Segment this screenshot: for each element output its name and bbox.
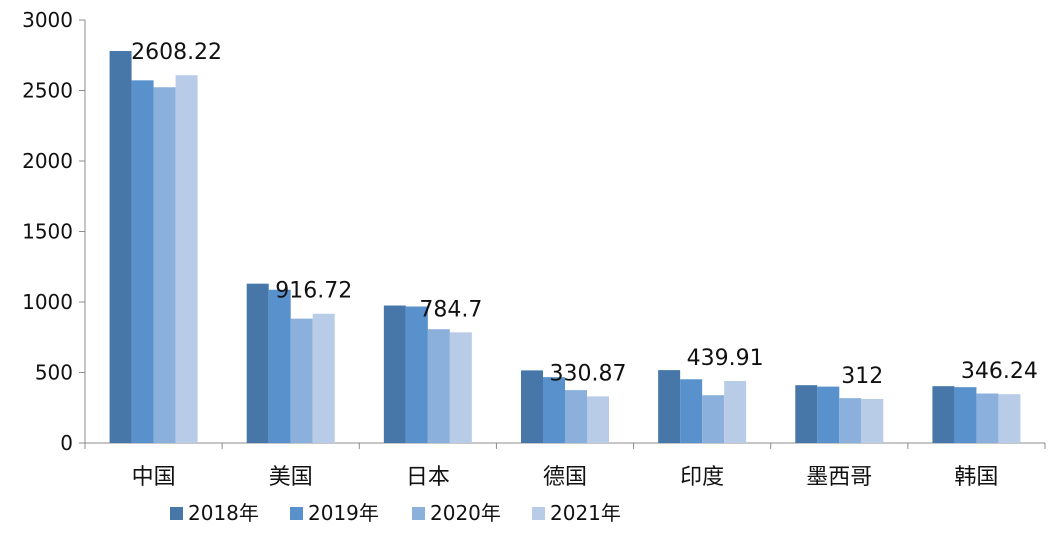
bar — [976, 393, 999, 443]
bar — [702, 395, 725, 443]
data-label: 312 — [841, 364, 883, 389]
bar — [817, 386, 840, 443]
x-category-label: 印度 — [680, 465, 724, 490]
bar — [795, 385, 818, 443]
y-tick-label: 0 — [60, 431, 73, 455]
x-category-label: 韩国 — [954, 465, 998, 490]
legend-swatch — [170, 507, 183, 520]
x-category-label: 德国 — [543, 465, 587, 490]
x-axis: 中国 美国 日本 德国 印度 墨西哥 韩国 — [84, 442, 1046, 490]
bars — [109, 51, 1021, 444]
bar — [153, 87, 176, 443]
bar — [861, 399, 884, 443]
data-label: 330.87 — [550, 361, 627, 386]
bar — [427, 329, 450, 443]
bar — [521, 370, 543, 443]
legend-label: 2020年 — [430, 501, 501, 525]
y-axis: 0 500 1000 1500 2000 2500 3000 — [22, 8, 86, 455]
data-label: 346.24 — [961, 359, 1038, 384]
data-label: 2608.22 — [131, 40, 222, 65]
legend-label: 2018年 — [188, 501, 259, 525]
bar — [543, 377, 565, 443]
bar — [246, 283, 269, 443]
y-tick-label: 1500 — [22, 220, 73, 244]
legend-swatch — [532, 507, 545, 520]
bar — [175, 75, 198, 444]
y-tick-label: 2000 — [22, 149, 73, 173]
y-tick-label: 500 — [35, 361, 73, 385]
y-tick-label: 2500 — [22, 79, 73, 103]
bar — [131, 80, 154, 444]
bar — [405, 306, 428, 443]
bar — [680, 379, 703, 443]
x-category-label: 美国 — [269, 465, 313, 490]
y-tick-label: 3000 — [22, 8, 73, 32]
x-category-label: 日本 — [406, 465, 450, 490]
bar — [109, 51, 132, 444]
legend-label: 2021年 — [550, 501, 621, 525]
y-tick-label: 1000 — [22, 290, 73, 314]
legend: 2018年 2019年 2020年 2021年 — [170, 501, 621, 525]
data-label: 439.91 — [687, 346, 764, 371]
legend-label: 2019年 — [308, 501, 379, 525]
bar — [565, 390, 587, 443]
data-labels: 2608.22 916.72 784.7 330.87 439.91 312 346.24 — [131, 40, 1038, 389]
data-label: 916.72 — [275, 279, 352, 304]
data-label: 784.7 — [419, 297, 482, 322]
legend-swatch — [412, 507, 425, 520]
bar — [587, 396, 609, 443]
bar — [954, 387, 977, 443]
bar — [998, 394, 1021, 443]
x-category-label: 中国 — [132, 465, 176, 490]
bar — [290, 318, 313, 443]
bar — [268, 289, 291, 443]
bar — [724, 380, 747, 443]
bar — [932, 386, 955, 443]
bar — [383, 305, 406, 443]
bar — [312, 313, 335, 443]
x-category-label: 墨西哥 — [806, 465, 872, 490]
legend-swatch — [290, 507, 303, 520]
bar — [658, 370, 681, 443]
bar — [839, 398, 862, 443]
bar — [449, 332, 472, 443]
